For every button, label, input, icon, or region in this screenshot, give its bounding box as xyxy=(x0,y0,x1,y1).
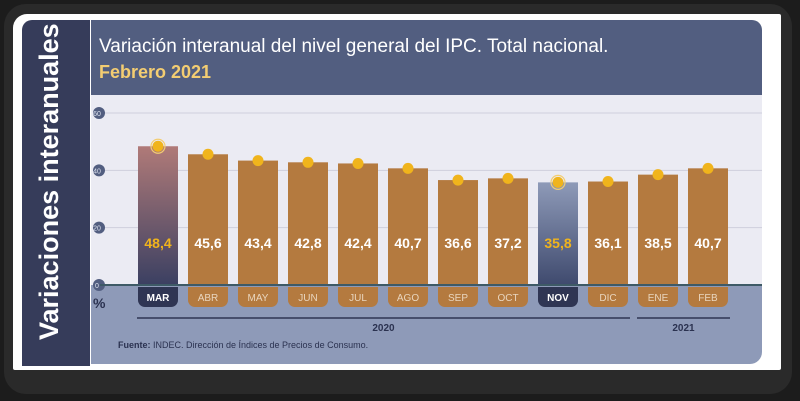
x-tick-label: SEP xyxy=(448,293,468,304)
x-tick-label: OCT xyxy=(497,293,518,304)
x-tick-pill xyxy=(388,287,428,307)
source-note: Fuente: INDEC. Dirección de Índices de P… xyxy=(118,340,368,350)
bar-abr xyxy=(188,154,228,285)
data-label: 48,4 xyxy=(144,235,171,251)
data-label: 40,7 xyxy=(394,235,421,251)
bar-ene xyxy=(638,174,678,285)
data-label: 36,6 xyxy=(444,235,471,251)
bar-jun xyxy=(288,162,328,285)
marker-ring xyxy=(150,138,166,154)
value-marker xyxy=(702,162,714,174)
data-label: 35,8 xyxy=(544,235,571,251)
value-marker xyxy=(152,140,164,152)
x-tick-pill xyxy=(588,287,628,307)
x-tick-pill xyxy=(488,287,528,307)
year-label: 2021 xyxy=(672,323,695,334)
x-tick-pill xyxy=(138,287,178,307)
value-marker xyxy=(402,162,414,174)
chart-subtitle: Febrero 2021 xyxy=(99,62,212,82)
data-label: 38,5 xyxy=(644,235,671,251)
y-axis-unit: % xyxy=(93,295,106,311)
y-tick-label: 60 xyxy=(93,111,101,118)
value-marker xyxy=(652,169,664,181)
marker-ring xyxy=(550,174,566,190)
x-tick-label: FEB xyxy=(698,293,718,304)
bar-nov xyxy=(538,182,578,285)
value-marker xyxy=(602,176,614,188)
bar-feb xyxy=(688,168,728,285)
x-tick-label: ENE xyxy=(648,293,669,304)
value-marker xyxy=(552,176,564,188)
value-marker xyxy=(252,155,264,167)
data-label: 36,1 xyxy=(594,235,621,251)
data-label: 42,8 xyxy=(294,235,321,251)
bar-ago xyxy=(388,168,428,285)
data-label: 45,6 xyxy=(194,235,221,251)
y-tick-label: 0 xyxy=(95,283,99,290)
y-tick-label: 20 xyxy=(93,226,101,233)
source-text: INDEC. Dirección de Índices de Precios d… xyxy=(150,340,369,350)
y-tick-marker xyxy=(93,279,105,291)
x-tick-pill xyxy=(238,287,278,307)
x-tick-pill xyxy=(688,287,728,307)
bar-jul xyxy=(338,163,378,285)
x-tick-label: AGO xyxy=(397,293,419,304)
x-tick-label: JUN xyxy=(298,293,317,304)
year-label: 2020 xyxy=(372,323,395,334)
bar-oct xyxy=(488,178,528,285)
data-label: 42,4 xyxy=(344,235,371,251)
bar-sep xyxy=(438,180,478,285)
x-tick-pill xyxy=(338,287,378,307)
x-tick-pill xyxy=(638,287,678,307)
x-tick-pill xyxy=(538,287,578,307)
value-marker xyxy=(452,174,464,186)
x-tick-label: MAY xyxy=(248,293,269,304)
y-tick-label: 40 xyxy=(93,168,101,175)
x-tick-pill xyxy=(188,287,228,307)
sidebar-band xyxy=(22,20,90,366)
value-marker xyxy=(202,148,214,160)
data-label: 40,7 xyxy=(694,235,721,251)
source-prefix: Fuente: xyxy=(118,340,151,350)
x-tick-label: JUL xyxy=(349,293,367,304)
x-tick-label: ABR xyxy=(198,293,219,304)
bar-may xyxy=(238,160,278,285)
value-marker xyxy=(502,172,514,184)
chart-title: Variación interanual del nivel general d… xyxy=(99,36,609,57)
bar-dic xyxy=(588,181,628,285)
bar-mar xyxy=(138,146,178,285)
x-tick-pill xyxy=(438,287,478,307)
y-tick-marker xyxy=(93,221,105,234)
value-marker xyxy=(302,156,314,168)
value-marker xyxy=(352,157,364,169)
x-tick-pill xyxy=(288,287,328,307)
y-tick-marker xyxy=(93,164,105,177)
x-tick-label: NOV xyxy=(547,293,569,304)
x-tick-label: MAR xyxy=(147,293,171,304)
x-tick-label: DIC xyxy=(599,293,616,304)
chart-header: Variación interanual del nivel general d… xyxy=(91,20,762,95)
data-label: 43,4 xyxy=(244,235,271,251)
data-label: 37,2 xyxy=(494,235,521,251)
y-tick-marker xyxy=(93,107,105,119)
